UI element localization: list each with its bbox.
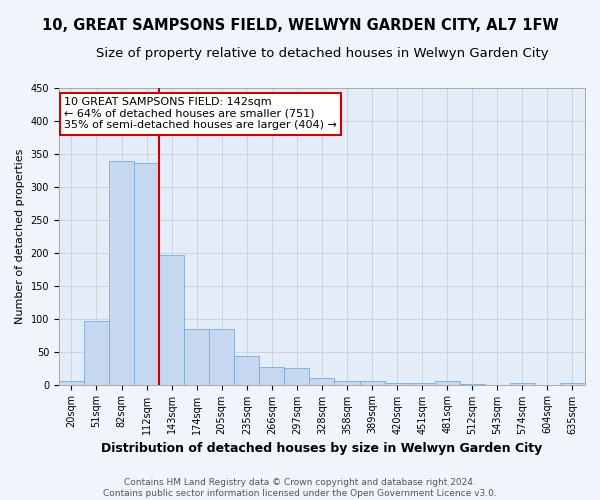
Bar <box>209 328 234 384</box>
Bar <box>84 320 109 384</box>
Text: 10, GREAT SAMPSONS FIELD, WELWYN GARDEN CITY, AL7 1FW: 10, GREAT SAMPSONS FIELD, WELWYN GARDEN … <box>41 18 559 32</box>
Bar <box>284 368 310 384</box>
Bar <box>59 382 84 384</box>
Bar <box>434 382 460 384</box>
Text: 10 GREAT SAMPSONS FIELD: 142sqm
← 64% of detached houses are smaller (751)
35% o: 10 GREAT SAMPSONS FIELD: 142sqm ← 64% of… <box>64 97 337 130</box>
Bar <box>234 356 259 384</box>
Title: Size of property relative to detached houses in Welwyn Garden City: Size of property relative to detached ho… <box>95 48 548 60</box>
Bar <box>385 382 410 384</box>
Bar <box>259 368 284 384</box>
Bar <box>359 382 385 384</box>
Y-axis label: Number of detached properties: Number of detached properties <box>15 148 25 324</box>
Text: Contains HM Land Registry data © Crown copyright and database right 2024.
Contai: Contains HM Land Registry data © Crown c… <box>103 478 497 498</box>
Bar <box>334 382 359 384</box>
Bar <box>184 328 209 384</box>
X-axis label: Distribution of detached houses by size in Welwyn Garden City: Distribution of detached houses by size … <box>101 442 542 455</box>
Bar <box>134 163 159 384</box>
Bar <box>109 160 134 384</box>
Bar <box>310 378 334 384</box>
Bar <box>159 255 184 384</box>
